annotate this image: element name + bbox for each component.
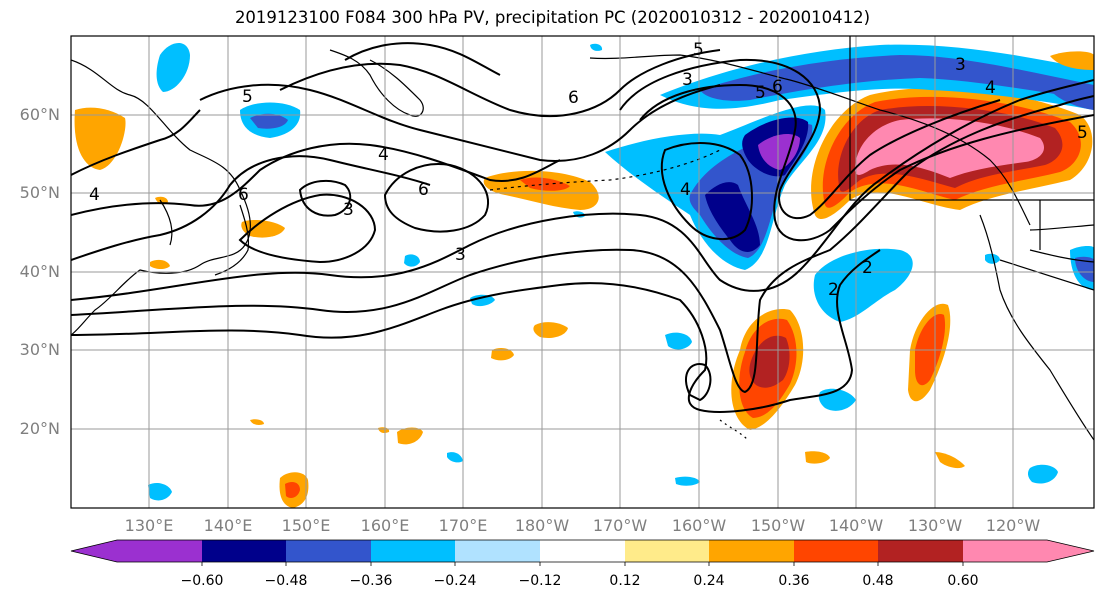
pv-contour-loop-30n (685, 363, 712, 402)
precip-shading (74, 42, 1094, 508)
contour-label: 5 (755, 83, 766, 103)
colorbar-segment (625, 540, 709, 562)
contour-labels: 5 5 6 4 4 3 6 6 3 3 4 5 6 2 2 3 4 5 (89, 40, 1088, 300)
colorbar-extend-low (71, 540, 117, 562)
lat-label-40n: 40°N (19, 262, 60, 281)
pv-contour-3 (71, 249, 881, 413)
colorbar-segment (540, 540, 625, 562)
colorbar-segment (202, 540, 286, 562)
colorbar-segment (963, 540, 1047, 562)
pv-contour-upper-1 (71, 142, 561, 216)
lat-label-30n: 30°N (19, 340, 60, 359)
lat-label-60n: 60°N (19, 105, 60, 124)
lon-label-130e: 130°E (124, 516, 174, 535)
lon-label-180w: 180°W (514, 516, 570, 535)
contour-label: 4 (89, 185, 100, 205)
negative-anomaly-145w (813, 248, 913, 322)
colorbar-tick-label: −0.36 (349, 573, 393, 589)
contour-label: 3 (455, 245, 466, 265)
coast-alaska (589, 54, 1031, 226)
colorbar-tick-label: 0.12 (609, 573, 641, 589)
contour-label: 2 (828, 280, 839, 300)
pv-contour-upper-4 (279, 49, 721, 118)
contour-label: 4 (680, 180, 691, 200)
contour-label: 4 (985, 78, 996, 98)
map-title: 2019123100 F084 300 hPa PV, precipitatio… (234, 8, 871, 27)
contour-label: 6 (568, 88, 579, 108)
pv-contour-north (344, 42, 501, 76)
colorbar-extend-high (1047, 540, 1094, 562)
lon-label-170w: 170°W (592, 516, 648, 535)
pv-contours (71, 42, 1094, 413)
pv-contour-outer (71, 79, 1094, 301)
hawaii (719, 419, 749, 441)
map-frame (70, 35, 1095, 509)
colorbar-tick-label: −0.12 (518, 573, 562, 589)
pv-contour-low-2 (383, 163, 490, 233)
contour-label: 2 (862, 258, 873, 278)
contour-label: 6 (772, 77, 783, 97)
colorbar-segment (286, 540, 371, 562)
contour-label: 5 (693, 40, 704, 60)
colorbar (70, 539, 1095, 566)
contour-label: 5 (242, 87, 253, 107)
colorbar-tick-label: 0.36 (778, 573, 810, 589)
colorbar-tick-label: −0.60 (180, 573, 224, 589)
aleutians (489, 149, 721, 191)
pv-contour-upper-2 (71, 155, 431, 261)
lon-label-170e: 170°E (438, 516, 488, 535)
colorbar-tick-label: −0.48 (264, 573, 308, 589)
pv-contour-loop-160w (660, 142, 753, 241)
contour-label: 6 (418, 180, 429, 200)
gridlines (71, 36, 1094, 508)
contour-label: 3 (682, 70, 693, 90)
coast-japan (214, 204, 250, 276)
colorbar-segment (878, 540, 963, 562)
positive-anomaly-140e-45n (241, 220, 285, 238)
map-plot-area: 5 5 6 4 4 3 6 6 3 3 4 5 6 2 2 3 4 5 (71, 36, 1094, 508)
colorbar-tick-label: −0.24 (433, 573, 477, 589)
contour-label: 3 (955, 55, 966, 75)
pv-contour-upper-3 (199, 83, 721, 162)
colorbar-tick-label: 0.60 (947, 573, 979, 589)
pv-contour-trough-2 (639, 83, 1094, 242)
lon-label-160w: 160°W (671, 516, 727, 535)
lon-label-160e: 160°E (360, 516, 410, 535)
negative-anomaly-135e-65n (156, 42, 190, 92)
colorbar-segment (794, 540, 878, 562)
pv-contour-trough (619, 58, 1001, 220)
lon-label-150e: 150°E (281, 516, 331, 535)
contour-label: 6 (238, 185, 249, 205)
colorbar-segment (371, 540, 455, 562)
pv-contour-low-1 (238, 193, 377, 264)
lon-label-130w: 130°W (907, 516, 963, 535)
lat-label-50n: 50°N (19, 183, 60, 202)
coast-north-america (979, 214, 1094, 441)
pv-contour-west-1 (71, 109, 201, 176)
colorbar-segment (455, 540, 540, 562)
pv-contour-2 (71, 95, 1094, 394)
lon-label-140e: 140°E (203, 516, 253, 535)
contour-label: 5 (1077, 123, 1088, 143)
pv-contour-ring (298, 179, 352, 217)
colorbar-segment (709, 540, 794, 562)
contour-label: 3 (343, 200, 354, 220)
lat-label-20n: 20°N (19, 419, 60, 438)
contour-label: 4 (378, 145, 389, 165)
colorbar-segment (117, 540, 202, 562)
lon-label-120w: 120°W (985, 516, 1041, 535)
lon-label-150w: 150°W (750, 516, 806, 535)
colorbar-tick-label: 0.48 (862, 573, 894, 589)
colorbar-tick-label: 0.24 (693, 573, 725, 589)
positive-anomaly-125e-55n (74, 107, 126, 170)
lon-label-140w: 140°W (828, 516, 884, 535)
